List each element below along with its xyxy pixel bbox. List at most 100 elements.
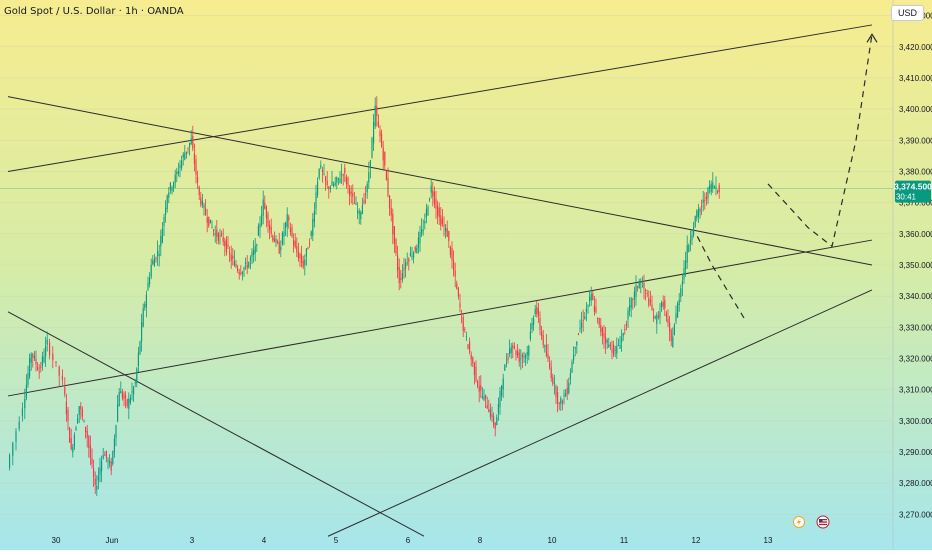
candle-body: [429, 198, 431, 200]
candle-body: [157, 250, 159, 257]
candle-body: [81, 409, 83, 417]
candle-body: [184, 153, 186, 160]
candle-body: [448, 231, 450, 241]
candle-body: [304, 259, 306, 266]
candle-body: [291, 227, 293, 237]
candle-body: [299, 253, 301, 259]
candle-body: [398, 266, 400, 284]
candle-body: [256, 244, 258, 246]
x-tick-label: Jun: [106, 536, 119, 545]
candle-body: [24, 398, 26, 409]
candle-body: [523, 355, 525, 357]
candle-body: [309, 243, 311, 245]
candle-body: [88, 436, 90, 448]
candle-body: [211, 226, 213, 228]
candle-body: [569, 373, 571, 380]
candle-body: [438, 207, 440, 218]
currency-button[interactable]: USD: [890, 5, 924, 21]
candle-body: [477, 381, 479, 387]
candle-body: [525, 354, 527, 359]
candle-body: [283, 231, 285, 237]
candle-body: [379, 131, 381, 137]
trendlines: [7, 24, 873, 537]
candle-body: [333, 184, 335, 186]
candle-body: [363, 200, 365, 203]
candle-body: [301, 254, 303, 263]
candle-body: [371, 137, 373, 159]
candle-body: [437, 205, 439, 216]
candle-body: [641, 286, 643, 288]
candle-body: [169, 182, 171, 190]
candle-body: [238, 272, 240, 275]
candle-body: [117, 404, 119, 422]
candle-body: [489, 408, 491, 418]
lightning-icon[interactable]: [793, 516, 805, 528]
candle-body: [251, 252, 253, 257]
candle-body: [94, 478, 96, 485]
candle-body: [377, 122, 379, 126]
candle-body: [467, 344, 469, 349]
candle-body: [21, 408, 23, 417]
candle-body: [278, 241, 280, 254]
time-scale[interactable]: 30 Jun 3 4 5 6 8 10 11 12 13: [52, 536, 773, 545]
candle-body: [547, 353, 549, 360]
candle-body: [433, 191, 435, 205]
candle-body: [582, 319, 584, 322]
candle-body: [424, 221, 426, 224]
candle-body: [336, 177, 338, 183]
candle-body: [120, 390, 122, 394]
y-tick-label: 3,340.000: [899, 292, 932, 301]
candle-body: [499, 391, 501, 408]
candle-body: [344, 167, 346, 174]
candle-body: [469, 341, 471, 353]
candle-body: [568, 383, 570, 394]
us-flag-calendar-icon[interactable]: [816, 515, 830, 529]
candle-body: [637, 286, 639, 288]
candle-body: [713, 186, 715, 188]
candle-body: [261, 214, 263, 226]
x-tick-label: 8: [478, 536, 483, 545]
candle-body: [128, 398, 130, 409]
y-tick-label: 3,410.000: [899, 74, 932, 83]
candle-body: [357, 210, 359, 213]
candle-body: [574, 347, 576, 349]
candle-body: [483, 396, 485, 400]
candle-body: [577, 333, 579, 335]
candle-body: [697, 209, 699, 217]
candle-body: [232, 255, 234, 259]
candle-body: [93, 468, 95, 477]
candle-body: [560, 398, 562, 405]
candle-body: [305, 248, 307, 257]
candle-body: [241, 271, 243, 275]
candle-body: [411, 256, 413, 258]
candle-body: [55, 361, 57, 363]
candle-body: [134, 382, 136, 384]
candle-body: [384, 152, 386, 166]
candle-body: [208, 216, 210, 226]
candle-body: [253, 250, 255, 255]
candle-body: [69, 427, 71, 443]
candle-body: [27, 373, 29, 385]
candle-body: [704, 200, 706, 202]
candle-body: [195, 159, 197, 175]
candle-body: [219, 235, 221, 237]
candle-body: [171, 187, 173, 191]
candle-body: [83, 420, 85, 422]
candle-body: [141, 322, 143, 342]
candle-body: [221, 233, 223, 236]
candle-body: [633, 291, 635, 300]
candle-body: [681, 281, 683, 286]
candle-body: [427, 206, 429, 216]
upper-channel-line: [7, 24, 873, 172]
candle-body: [101, 460, 103, 472]
candle-body: [494, 422, 496, 430]
candle-body: [350, 191, 352, 194]
candle-body: [496, 417, 498, 426]
candle-body: [553, 382, 555, 384]
candle-body: [265, 206, 267, 219]
candle-body: [638, 281, 640, 289]
candle-body: [598, 318, 600, 325]
candle-body: [661, 302, 663, 307]
